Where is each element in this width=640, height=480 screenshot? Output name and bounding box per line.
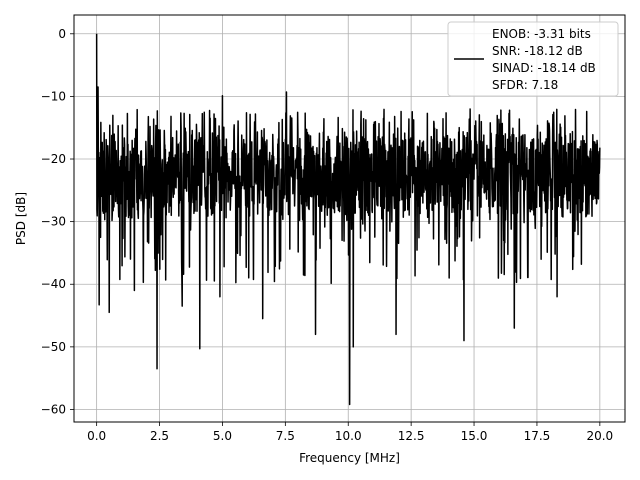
- legend-entry-enob: ENOB: -3.31 bits: [492, 27, 591, 41]
- y-tick-label: −20: [41, 152, 66, 166]
- y-tick-label: −40: [41, 277, 66, 291]
- legend-entry-sinad: SINAD: -18.14 dB: [492, 61, 596, 75]
- x-tick-label: 7.5: [276, 429, 295, 443]
- legend-box: [447, 21, 619, 97]
- x-tick-label: 17.5: [524, 429, 551, 443]
- x-tick-label: 0.0: [87, 429, 106, 443]
- legend-entry-sfdr: SFDR: 7.18: [492, 78, 558, 92]
- y-tick-label: 0: [58, 27, 66, 41]
- y-tick-label: −50: [41, 340, 66, 354]
- plot-area: [95, 33, 601, 406]
- x-tick-label: 2.5: [150, 429, 169, 443]
- x-tick-label: 20.0: [586, 429, 613, 443]
- x-tick-label: 10.0: [335, 429, 362, 443]
- axes-frame: [73, 14, 626, 423]
- y-axis-ticks: 0 −10 −20 −30 −40 −50 −60: [41, 27, 74, 416]
- x-axis-ticks: 0.0 2.5 5.0 7.5 10.0 12.5 15.0 17.5 20.0: [87, 422, 613, 443]
- x-tick-label: 12.5: [398, 429, 425, 443]
- y-axis-label: PSD [dB]: [14, 192, 28, 245]
- legend: ENOB: -3.31 bits SNR: -18.12 dB SINAD: -…: [447, 21, 619, 97]
- y-tick-label: −30: [41, 215, 66, 229]
- y-tick-label: −60: [41, 402, 66, 416]
- y-tick-label: −10: [41, 89, 66, 103]
- x-tick-label: 5.0: [213, 429, 232, 443]
- x-axis-label: Frequency [MHz]: [299, 451, 400, 465]
- x-tick-label: 15.0: [461, 429, 488, 443]
- legend-entry-snr: SNR: -18.12 dB: [492, 44, 583, 58]
- psd-series-line: [95, 33, 601, 406]
